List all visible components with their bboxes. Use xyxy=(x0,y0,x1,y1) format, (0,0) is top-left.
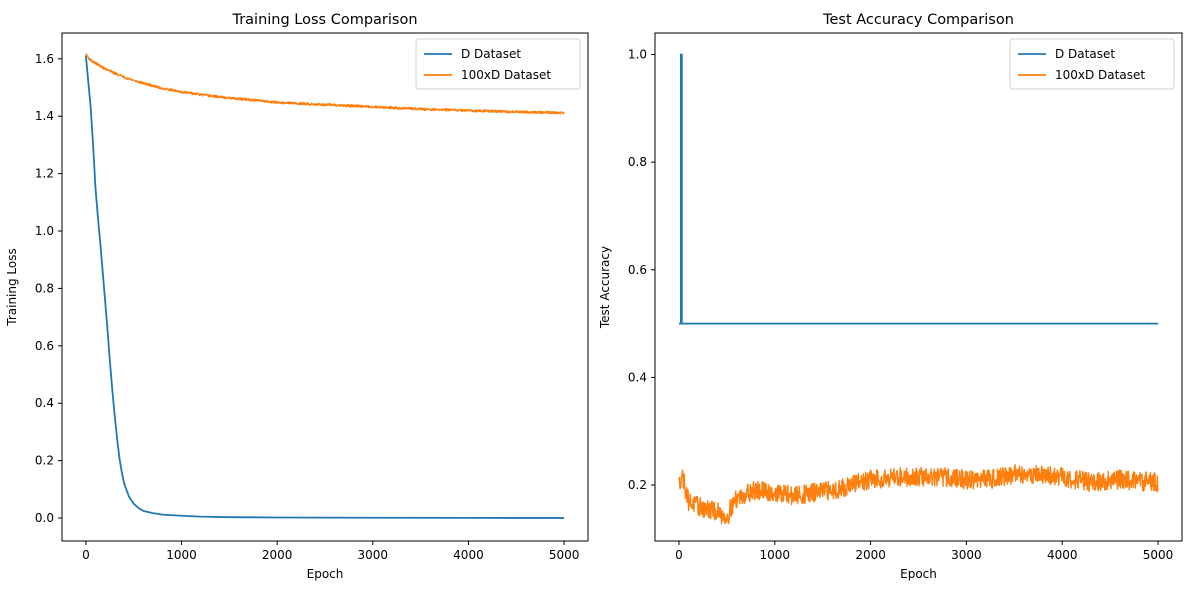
series-line-100xd-dataset xyxy=(678,464,1159,525)
series-lines xyxy=(85,53,565,519)
x-tick-label: 3000 xyxy=(358,548,389,562)
legend-box xyxy=(1009,38,1175,90)
y-tick-label: 1.0 xyxy=(35,224,54,238)
y-tick-label: 0.2 xyxy=(35,454,54,468)
x-axis-label: Epoch xyxy=(307,567,344,581)
x-tick-label: 5000 xyxy=(549,548,580,562)
test-accuracy-chart: 0 1000 2000 3000 4000 5000 0.2 0.4 0.6 0.8 1.0 Test… xyxy=(598,12,1183,581)
axes-frame xyxy=(61,32,589,542)
y-tick-label: 1.6 xyxy=(35,52,54,66)
y-tick-label: 0.6 xyxy=(35,339,54,353)
x-tick-label: 0 xyxy=(675,548,683,562)
legend: D Dataset 100xD Dataset xyxy=(415,38,581,90)
x-tick-label: 4000 xyxy=(453,548,484,562)
chart-title: Training Loss Comparison xyxy=(231,12,417,28)
x-tick-label: 1000 xyxy=(166,548,197,562)
plot-area xyxy=(62,33,588,541)
chart-title: Test Accuracy Comparison xyxy=(822,12,1014,28)
series-lines xyxy=(678,53,1159,525)
x-tick-label: 2000 xyxy=(855,548,886,562)
x-tick-label: 5000 xyxy=(1143,548,1174,562)
x-tick-label: 1000 xyxy=(759,548,790,562)
x-tick-label: 2000 xyxy=(262,548,293,562)
x-tick-label: 4000 xyxy=(1047,548,1078,562)
legend-box xyxy=(415,38,581,90)
y-tick-label: 1.2 xyxy=(35,167,54,181)
y-tick-label: 0.2 xyxy=(628,478,647,492)
y-tick-label: 0.4 xyxy=(628,370,647,384)
y-tick-label: 1.0 xyxy=(628,48,647,62)
y-tick-label: 0.4 xyxy=(35,396,54,410)
axes-frame xyxy=(654,32,1183,542)
y-axis-label: Test Accuracy xyxy=(598,246,612,329)
series-line-100xd-dataset xyxy=(85,53,565,115)
y-axis-label: Training Loss xyxy=(5,248,19,326)
series-line-d-dataset xyxy=(85,55,565,519)
x-tick-label: 0 xyxy=(82,548,90,562)
x-tick-label: 3000 xyxy=(951,548,982,562)
training-loss-chart: 0 1000 2000 3000 4000 5000 0.0 0.2 0.4 0.6 0.8 1.0 1… xyxy=(5,12,589,581)
y-tick-label: 0.6 xyxy=(628,263,647,277)
legend-label: 100xD Dataset xyxy=(461,68,551,82)
legend: D Dataset 100xD Dataset xyxy=(1009,38,1175,90)
series-line-d-dataset xyxy=(678,53,1159,325)
legend-label: 100xD Dataset xyxy=(1055,68,1145,82)
y-tick-label: 0.0 xyxy=(35,511,54,525)
plot-area xyxy=(655,33,1182,541)
y-tick-label: 0.8 xyxy=(35,281,54,295)
y-tick-label: 0.8 xyxy=(628,155,647,169)
legend-label: D Dataset xyxy=(1055,47,1115,61)
legend-label: D Dataset xyxy=(461,47,521,61)
y-tick-label: 1.4 xyxy=(35,109,54,123)
x-axis-label: Epoch xyxy=(900,567,937,581)
